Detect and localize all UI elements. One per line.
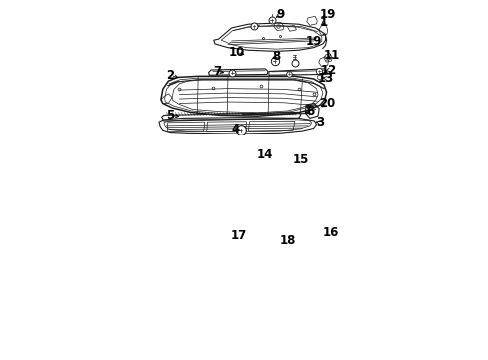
Text: 15: 15 bbox=[292, 153, 308, 166]
Text: 3: 3 bbox=[315, 116, 324, 129]
Text: 4: 4 bbox=[231, 123, 239, 136]
Text: 12: 12 bbox=[321, 63, 337, 77]
Text: 14: 14 bbox=[256, 148, 272, 161]
Text: 11: 11 bbox=[324, 49, 340, 62]
Text: 19: 19 bbox=[319, 8, 335, 21]
Text: 2: 2 bbox=[166, 69, 174, 82]
Text: 20: 20 bbox=[319, 97, 335, 110]
Text: 5: 5 bbox=[166, 109, 174, 122]
Text: 8: 8 bbox=[272, 50, 280, 63]
Text: 9: 9 bbox=[276, 8, 285, 21]
Text: 6: 6 bbox=[306, 105, 314, 118]
Text: 7: 7 bbox=[213, 65, 221, 78]
Text: 19: 19 bbox=[305, 35, 322, 48]
Text: 10: 10 bbox=[228, 46, 244, 59]
Text: 1: 1 bbox=[319, 16, 327, 29]
Text: 17: 17 bbox=[230, 229, 246, 242]
Text: 18: 18 bbox=[279, 234, 295, 247]
Text: 16: 16 bbox=[322, 226, 338, 239]
Text: 13: 13 bbox=[317, 72, 333, 85]
